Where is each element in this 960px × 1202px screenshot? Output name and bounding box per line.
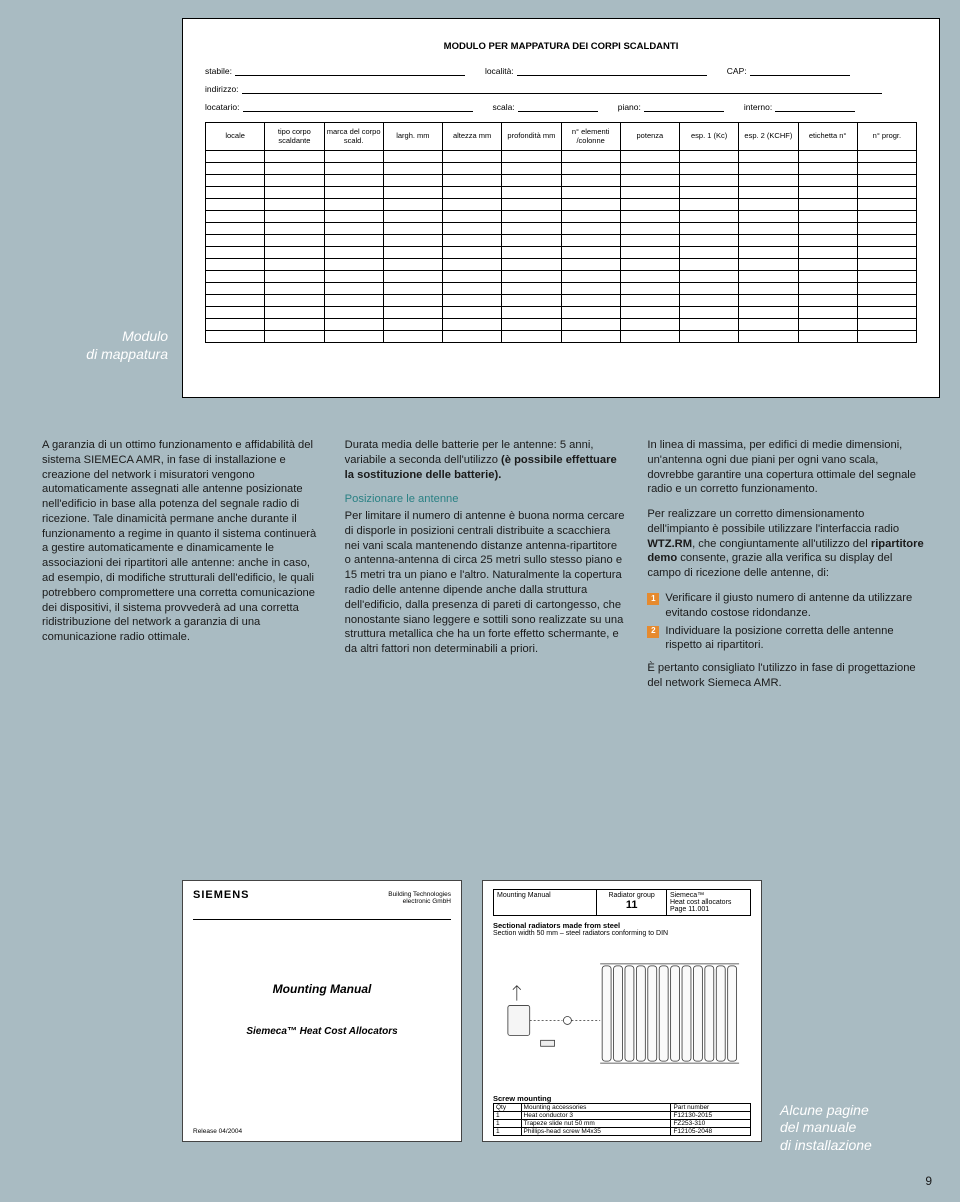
parts-table: QtyMounting accessoriesPart number 1Heat… xyxy=(493,1103,751,1136)
list-number-badge: 1 xyxy=(647,593,659,605)
field-line xyxy=(644,102,724,112)
field-line xyxy=(235,66,465,76)
field-label: scala: xyxy=(493,102,515,112)
column-2: Durata media delle batterie per le anten… xyxy=(345,438,626,701)
form-title: MODULO PER MAPPATURA DEI CORPI SCALDANTI xyxy=(205,41,917,52)
table-header: locale xyxy=(206,123,265,151)
table-row xyxy=(206,283,917,295)
column-1: A garanzia di un ottimo funzionamento e … xyxy=(42,438,323,701)
body-columns: A garanzia di un ottimo funzionamento e … xyxy=(42,438,928,701)
field-line xyxy=(517,66,707,76)
table-header: n° elementi /colonne xyxy=(561,123,620,151)
field-line xyxy=(243,102,473,112)
table-header: n° progr. xyxy=(857,123,916,151)
table-row xyxy=(206,319,917,331)
manual-cover: SIEMENS Building Technologieselectronic … xyxy=(182,880,462,1142)
field-label: interno: xyxy=(744,102,772,112)
paragraph: In linea di massima, per edifici di medi… xyxy=(647,438,928,497)
mounting-title: Screw mounting xyxy=(493,1094,751,1103)
table-row xyxy=(206,307,917,319)
table-header: potenza xyxy=(620,123,679,151)
manual-page: Mounting Manual Radiator group11 Siemeca… xyxy=(482,880,762,1142)
manual-title: Mounting Manual xyxy=(193,982,451,996)
radiator-diagram xyxy=(493,943,751,1088)
table-row xyxy=(206,187,917,199)
table-header: Mounting accessories xyxy=(521,1104,671,1112)
field-line xyxy=(518,102,598,112)
table-row xyxy=(206,295,917,307)
section-subtitle: Section width 50 mm – steel radiators co… xyxy=(493,930,751,937)
column-3: In linea di massima, per edifici di medi… xyxy=(647,438,928,701)
field-line xyxy=(242,84,882,94)
table-row xyxy=(206,163,917,175)
field-label: località: xyxy=(485,66,514,76)
table-row: 1Trapeze slide nut 50 mmFZ253-310 xyxy=(494,1120,751,1128)
table-row: 1Phillips-head screw M4x35F12105-2048 xyxy=(494,1128,751,1136)
field-label: locatario: xyxy=(205,102,240,112)
list-item: 1Verificare il giusto numero di antenne … xyxy=(647,591,928,621)
field-label: piano: xyxy=(618,102,641,112)
release-text: Release 04/2004 xyxy=(193,1128,242,1135)
field-label: CAP: xyxy=(727,66,747,76)
form-row-1: stabile: località: CAP: xyxy=(205,66,917,76)
table-header: Part number xyxy=(671,1104,751,1112)
manual-subtitle: Siemeca™ Heat Cost Allocators xyxy=(193,1026,451,1037)
table-row xyxy=(206,223,917,235)
paragraph: È pertanto consigliato l'utilizzo in fas… xyxy=(647,661,928,691)
mapping-table: localetipo corpo scaldantemarca del corp… xyxy=(205,122,917,343)
table-header: largh. mm xyxy=(383,123,442,151)
brand-sub: Building Technologieselectronic GmbH xyxy=(388,891,451,905)
table-row xyxy=(206,199,917,211)
side-caption-manuale: Alcune paginedel manualedi installazione xyxy=(780,1102,930,1155)
paragraph: Durata media delle batterie per le anten… xyxy=(345,438,626,482)
field-line xyxy=(750,66,850,76)
paragraph: Per realizzare un corretto dimensionamen… xyxy=(647,507,928,581)
table-header: etichetta n° xyxy=(798,123,857,151)
table-row xyxy=(206,271,917,283)
paragraph: Per limitare il numero di antenne è buon… xyxy=(345,509,626,657)
brand-logo: SIEMENS xyxy=(193,889,250,901)
table-row xyxy=(206,331,917,343)
manual-figures: SIEMENS Building Technologieselectronic … xyxy=(182,880,762,1142)
table-row: 1Heat conductor 3F12130-2015 xyxy=(494,1112,751,1120)
table-row xyxy=(206,247,917,259)
paragraph: A garanzia di un ottimo funzionamento e … xyxy=(42,438,323,645)
table-header: altezza mm xyxy=(443,123,502,151)
table-header: esp. 1 (Kc) xyxy=(680,123,739,151)
table-header: profondità mm xyxy=(502,123,561,151)
numbered-list: 1Verificare il giusto numero di antenne … xyxy=(647,591,928,653)
table-header: esp. 2 (KCHF) xyxy=(739,123,798,151)
table-row xyxy=(206,235,917,247)
page-number: 9 xyxy=(925,1174,932,1188)
table-header: marca del corpo scald. xyxy=(324,123,383,151)
table-header: tipo corpo scaldante xyxy=(265,123,324,151)
manual-page-header: Mounting Manual Radiator group11 Siemeca… xyxy=(493,889,751,916)
section-title: Sectional radiators made from steel xyxy=(493,921,751,930)
field-label: indirizzo: xyxy=(205,84,239,94)
table-row xyxy=(206,211,917,223)
field-label: stabile: xyxy=(205,66,232,76)
form-row-2: indirizzo: xyxy=(205,84,917,94)
table-row xyxy=(206,151,917,163)
section-heading: Posizionare le antenne xyxy=(345,492,626,507)
table-row xyxy=(206,259,917,271)
list-number-badge: 2 xyxy=(647,626,659,638)
mapping-form-module: MODULO PER MAPPATURA DEI CORPI SCALDANTI… xyxy=(182,18,940,398)
table-row xyxy=(206,175,917,187)
list-item: 2Individuare la posizione corretta delle… xyxy=(647,624,928,654)
field-line xyxy=(775,102,855,112)
form-row-3: locatario: scala: piano: interno: xyxy=(205,102,917,112)
table-header: Qty xyxy=(494,1104,522,1112)
side-caption-modulo: Modulodi mappatura xyxy=(68,328,168,363)
